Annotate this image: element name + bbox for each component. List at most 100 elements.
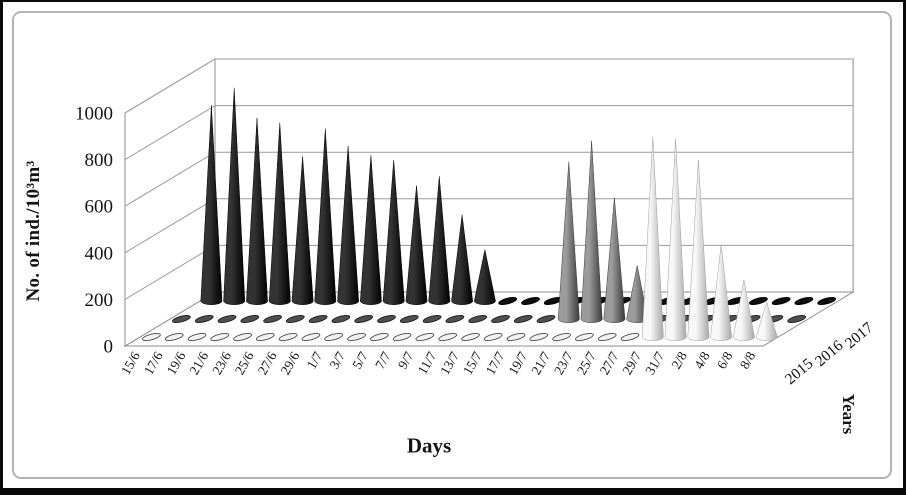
cone-2017-3/7 xyxy=(405,185,428,305)
x-tick-label: 2/8 xyxy=(668,349,690,372)
zero-marker-2015-7/7 xyxy=(392,332,412,342)
zero-marker-2016-17/7 xyxy=(536,314,556,324)
x-tick-label: 19/6 xyxy=(164,349,189,378)
zero-marker-2016-5/7 xyxy=(399,314,419,324)
x-tick-label: 23/6 xyxy=(209,349,234,378)
zero-marker-2016-17/6 xyxy=(194,314,214,324)
x-tick-labels: 15/617/619/621/623/625/627/629/6 1/7 3/7 5/… xyxy=(118,349,758,378)
back-wall xyxy=(214,58,854,293)
zero-marker-2016-3/7 xyxy=(377,314,396,324)
year-label: 2015 xyxy=(782,355,817,388)
cone-2017-25/6 xyxy=(314,128,337,305)
cone-chart-svg: 0200400600800100015/617/619/621/623/625/… xyxy=(75,58,877,388)
y-axis-title: No. of ind./10³m³ xyxy=(23,160,44,302)
year-label: 2017 xyxy=(842,319,877,352)
zero-marker-2015-25/6 xyxy=(255,332,275,342)
x-tick-label: 5/7 xyxy=(349,349,371,372)
zero-marker-2015-19/6 xyxy=(187,332,207,342)
cone-2015-29/7 xyxy=(641,136,664,341)
zero-marker-2015-3/7 xyxy=(347,332,366,342)
x-tick-label: 25/7 xyxy=(574,349,599,378)
x-tick-label: 27/7 xyxy=(597,349,622,378)
zero-marker-2015-23/6 xyxy=(233,332,252,342)
zero-marker-2016-23/6 xyxy=(263,314,282,324)
z-axis-title: Years xyxy=(839,393,858,435)
cone-2017-19/6 xyxy=(246,118,268,305)
y-tick-label: 600 xyxy=(85,197,114,218)
zero-marker-2016-27/6 xyxy=(308,314,328,324)
cone-2016-21/7 xyxy=(580,140,603,323)
zero-marker-2015-21/6 xyxy=(210,332,230,342)
zero-marker-2015-25/7 xyxy=(597,332,617,342)
zero-marker-2017-4/8 xyxy=(771,296,791,306)
zero-marker-2017-11/7 xyxy=(498,296,518,306)
cone-2015-8/8 xyxy=(755,301,778,341)
x-tick-label: 19/7 xyxy=(505,349,530,378)
cone-2017-17/6 xyxy=(223,87,246,305)
zero-marker-2015-23/7 xyxy=(575,332,594,342)
cone-2016-19/7 xyxy=(557,161,580,323)
x-tick-label: 31/7 xyxy=(642,349,667,378)
cone-2015-2/8 xyxy=(687,159,710,341)
zero-marker-2016-21/6 xyxy=(240,314,260,324)
gridline xyxy=(124,151,854,207)
cone-2017-7/7 xyxy=(451,214,473,305)
x-tick-label: 15/6 xyxy=(118,349,143,378)
cone-2017-1/7 xyxy=(382,159,405,305)
zero-marker-2016-7/7 xyxy=(422,314,442,324)
zero-marker-2016-13/7 xyxy=(491,314,510,324)
cone-2017-9/7 xyxy=(474,249,496,305)
x-tick-label: 21/6 xyxy=(186,349,211,378)
zero-marker-2015-13/7 xyxy=(461,332,480,342)
zero-marker-2015-21/7 xyxy=(552,332,571,342)
x-tick-label: 15/7 xyxy=(460,349,485,378)
x-tick-label: 9/7 xyxy=(395,349,417,372)
zero-marker-2016-19/6 xyxy=(217,314,237,324)
cone-2017-23/6 xyxy=(291,156,314,305)
x-tick-label: 4/8 xyxy=(691,349,713,372)
zero-marker-2015-29/6 xyxy=(301,332,321,342)
cone-2016-23/7 xyxy=(603,197,626,323)
cone-2015-4/8 xyxy=(710,244,732,341)
x-tick-label: 6/8 xyxy=(714,349,736,372)
zero-marker-2017-6/8 xyxy=(794,296,814,306)
zero-marker-2016-29/6 xyxy=(331,314,351,324)
zero-marker-2015-17/7 xyxy=(506,332,526,342)
zero-marker-2015-15/7 xyxy=(483,332,503,342)
y-tick-label: 400 xyxy=(85,243,114,264)
x-tick-label: 1/7 xyxy=(304,349,326,372)
zero-marker-2015-17/6 xyxy=(164,332,184,342)
zero-marker-2015-27/6 xyxy=(278,332,298,342)
gridline xyxy=(124,58,854,114)
x-tick-label: 29/6 xyxy=(277,349,302,378)
x-axis-title: Days xyxy=(406,433,452,458)
zero-marker-2016-9/7 xyxy=(445,314,465,324)
zero-marker-2017-2/8 xyxy=(749,296,768,306)
x-tick-label: 17/7 xyxy=(483,349,508,378)
cone-2017-29/6 xyxy=(360,155,382,305)
zero-marker-2015-27/7 xyxy=(620,332,640,342)
y-tick-label: 800 xyxy=(85,150,114,171)
series-2017 xyxy=(200,87,837,306)
zero-marker-2016-11/7 xyxy=(468,314,488,324)
x-tick-label: 29/7 xyxy=(619,349,644,378)
x-tick-label: 23/7 xyxy=(551,349,576,378)
year-label: 2016 xyxy=(812,337,847,370)
zero-marker-2015-5/7 xyxy=(369,332,389,342)
y-tick-label: 200 xyxy=(85,290,114,311)
cone-2017-15/6 xyxy=(200,105,223,305)
zero-marker-2016-15/6 xyxy=(172,314,191,324)
cone-2017-27/6 xyxy=(337,146,359,305)
zero-marker-2017-13/7 xyxy=(521,296,540,306)
cone-2015-31/7 xyxy=(664,138,687,341)
x-tick-label: 17/6 xyxy=(141,349,166,378)
zero-marker-2016-15/7 xyxy=(513,314,533,324)
cone-2015-6/8 xyxy=(733,279,755,341)
x-tick-label: 25/6 xyxy=(232,349,257,378)
x-tick-label: 11/7 xyxy=(415,349,440,377)
cone-2017-21/6 xyxy=(268,122,291,305)
y-tick-labels: 0 200 400 600 800 1000 xyxy=(75,104,113,358)
zero-marker-2016-25/6 xyxy=(285,314,305,324)
zero-marker-2016-8/8 xyxy=(787,314,807,324)
